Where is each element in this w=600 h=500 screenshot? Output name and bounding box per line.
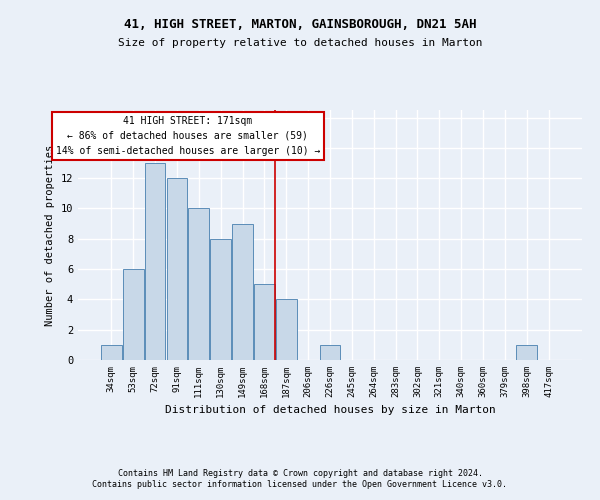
Bar — [210, 239, 231, 360]
Bar — [123, 269, 143, 360]
Text: 41 HIGH STREET: 171sqm
← 86% of detached houses are smaller (59)
14% of semi-det: 41 HIGH STREET: 171sqm ← 86% of detached… — [56, 116, 320, 156]
Bar — [232, 224, 253, 360]
Bar — [254, 284, 275, 360]
Text: Contains HM Land Registry data © Crown copyright and database right 2024.: Contains HM Land Registry data © Crown c… — [118, 468, 482, 477]
Text: Size of property relative to detached houses in Marton: Size of property relative to detached ho… — [118, 38, 482, 48]
Bar — [276, 300, 296, 360]
Bar — [188, 208, 209, 360]
Bar — [517, 345, 537, 360]
X-axis label: Distribution of detached houses by size in Marton: Distribution of detached houses by size … — [164, 406, 496, 415]
Text: Contains public sector information licensed under the Open Government Licence v3: Contains public sector information licen… — [92, 480, 508, 489]
Y-axis label: Number of detached properties: Number of detached properties — [45, 144, 55, 326]
Bar — [101, 345, 122, 360]
Text: 41, HIGH STREET, MARTON, GAINSBOROUGH, DN21 5AH: 41, HIGH STREET, MARTON, GAINSBOROUGH, D… — [124, 18, 476, 30]
Bar — [167, 178, 187, 360]
Bar — [145, 163, 166, 360]
Bar — [320, 345, 340, 360]
